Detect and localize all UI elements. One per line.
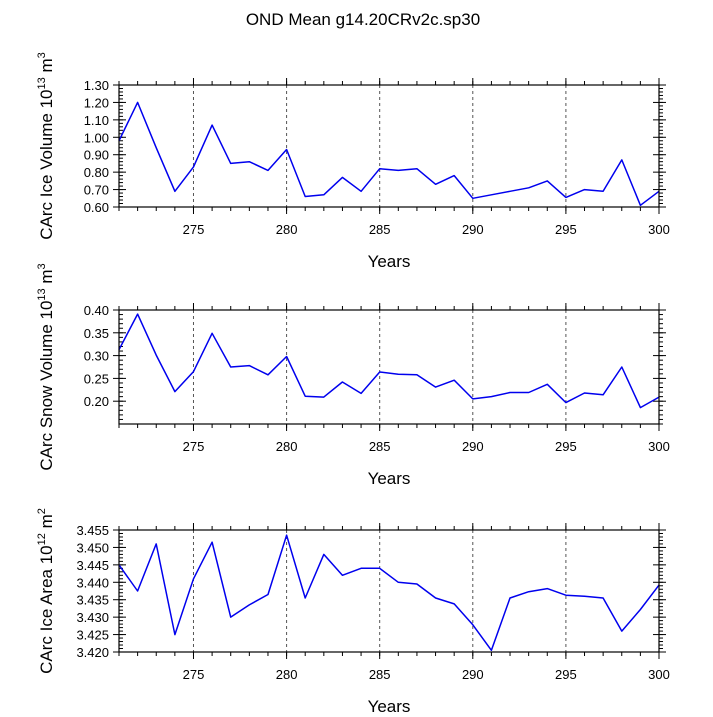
y-tick-label: 0.80	[84, 165, 109, 180]
x-tick-label: 285	[369, 667, 391, 682]
y-axis-label: CArc Snow Volume 1013 m3	[36, 263, 56, 470]
y-tick-label: 0.40	[84, 303, 109, 318]
plot-area	[119, 530, 659, 652]
x-tick-label: 285	[369, 439, 391, 454]
y-tick-label: 0.60	[84, 200, 109, 215]
x-tick-label: 295	[555, 667, 577, 682]
y-tick-label: 1.30	[84, 78, 109, 93]
y-tick-label: 3.450	[76, 540, 109, 555]
y-label-text: CArc Ice Area 10	[37, 545, 56, 674]
y-label-superscript: 13	[36, 288, 48, 300]
chart-panels: 0.60 0.70 0.80 0.90 1.00 1.10 1.20 1.30 275 280 28…	[36, 52, 670, 712]
x-tick-label: 275	[183, 222, 205, 237]
x-tick-label: 295	[555, 439, 577, 454]
y-tick-label: 1.10	[84, 113, 109, 128]
plot-area	[119, 310, 659, 424]
x-tick-label: 285	[369, 222, 391, 237]
x-tick-label: 275	[183, 667, 205, 682]
x-tick-label: 295	[555, 222, 577, 237]
y-tick-label: 0.35	[84, 326, 109, 341]
y-label-superscript: 2	[36, 508, 48, 514]
x-axis-label: Years	[368, 697, 411, 712]
x-tick-label: 275	[183, 439, 205, 454]
y-label-superscript: 3	[36, 263, 48, 269]
x-axis-label: Years	[368, 469, 411, 488]
y-tick-label: 0.30	[84, 349, 109, 364]
x-tick-label: 300	[648, 222, 670, 237]
x-axis-label: Years	[368, 252, 411, 271]
y-tick-label: 3.445	[76, 558, 109, 573]
y-label-superscript: 13	[36, 77, 48, 89]
y-tick-label: 3.430	[76, 610, 109, 625]
x-tick-label: 290	[462, 439, 484, 454]
x-tick-label: 300	[648, 667, 670, 682]
x-tick-label: 300	[648, 439, 670, 454]
y-axis-label: CArc Ice Area 1012 m2	[36, 508, 56, 674]
y-label-superscript: 12	[36, 533, 48, 545]
y-tick-label: 3.425	[76, 628, 109, 643]
y-label-text: CArc Ice Volume 10	[37, 90, 56, 240]
x-tick-label: 280	[276, 667, 298, 682]
chart-panel-3: 3.420 3.425 3.430 3.435 3.440 3.445 3.450 3.455…	[36, 508, 670, 712]
y-tick-label: 3.420	[76, 645, 109, 660]
x-tick-label: 280	[276, 439, 298, 454]
figure-title: OND Mean g14.20CRv2c.sp30	[246, 10, 480, 29]
y-tick-label: 3.440	[76, 575, 109, 590]
y-label-text: m	[37, 514, 56, 533]
y-tick-label: 1.00	[84, 130, 109, 145]
x-tick-label: 290	[462, 222, 484, 237]
y-tick-label: 0.90	[84, 148, 109, 163]
y-tick-label: 3.455	[76, 523, 109, 538]
chart-panel-2: 0.20 0.25 0.30 0.35 0.40 275 280 285 290 295 300 Ye…	[36, 263, 670, 488]
y-label-text: m	[37, 58, 56, 77]
y-tick-label: 0.20	[84, 394, 109, 409]
y-tick-label: 1.20	[84, 95, 109, 110]
y-tick-label: 0.70	[84, 183, 109, 198]
y-label-text: m	[37, 269, 56, 288]
chart-panel-1: 0.60 0.70 0.80 0.90 1.00 1.10 1.20 1.30 275 280 28…	[36, 52, 670, 271]
y-tick-label: 0.25	[84, 371, 109, 386]
plot-area	[119, 85, 659, 207]
y-axis-label: CArc Ice Volume 1013 m3	[36, 52, 56, 240]
x-tick-label: 290	[462, 667, 484, 682]
y-label-text: CArc Snow Volume 10	[37, 301, 56, 471]
y-label-superscript: 3	[36, 52, 48, 58]
x-tick-label: 280	[276, 222, 298, 237]
y-tick-label: 3.435	[76, 593, 109, 608]
